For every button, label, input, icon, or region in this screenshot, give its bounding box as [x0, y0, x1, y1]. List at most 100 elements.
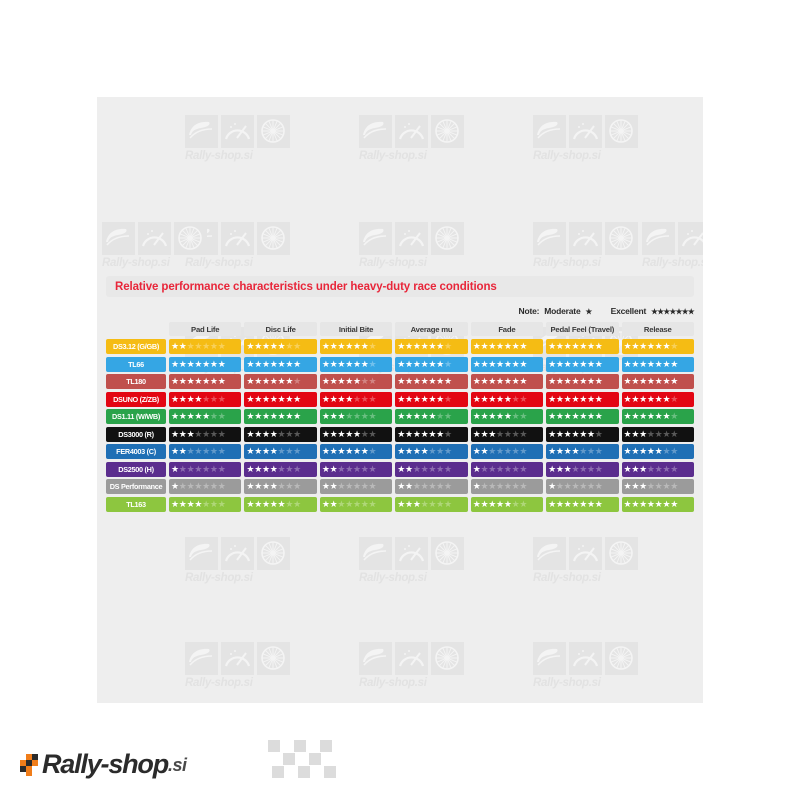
star-filled-icon: ★: [654, 358, 663, 369]
rating-cell: ★ ★ ★ ★ ★ ★ ★: [319, 339, 393, 354]
column-header-average-mu[interactable]: Average mu: [395, 322, 468, 336]
star-empty-icon: ★: [277, 463, 286, 474]
logo-pixel: [20, 765, 26, 772]
star-filled-icon: ★: [511, 358, 520, 369]
star-filled-icon: ★: [436, 376, 444, 386]
rating-cell: ★ ★ ★ ★ ★ ★ ★: [621, 409, 694, 424]
rating-cell: ★ ★ ★ ★ ★ ★ ★: [169, 391, 242, 407]
helmet-icon: [359, 115, 392, 148]
star-empty-icon: ★: [436, 463, 444, 474]
rating-cell: ★ ★ ★ ★ ★ ★ ★: [470, 444, 544, 459]
star-filled-icon: ★: [420, 428, 429, 439]
star-filled-icon: ★: [329, 446, 338, 456]
star-filled-icon: ★: [171, 481, 179, 491]
watermark-text: Rally-shop.si: [185, 257, 253, 269]
star-empty-icon: ★: [443, 446, 452, 456]
rating-cell: ★ ★ ★ ★ ★ ★ ★: [169, 479, 242, 494]
star-filled-icon: ★: [352, 358, 361, 369]
column-header-pedal-feel-travel[interactable]: Pedal Feel (Travel): [546, 322, 619, 336]
flag-square: [309, 753, 321, 765]
rating-cell: ★ ★ ★ ★ ★ ★ ★: [470, 374, 544, 389]
star-filled-icon: ★: [472, 341, 481, 351]
star-empty-icon: ★: [209, 481, 218, 491]
star-filled-icon: ★: [631, 358, 640, 369]
star-filled-icon: ★: [488, 498, 497, 509]
watermark-icons: [185, 222, 293, 255]
star-empty-icon: ★: [571, 481, 580, 491]
watermark-logo: Rally-shop.si: [533, 537, 641, 584]
column-header-fade[interactable]: Fade: [470, 322, 544, 336]
helmet-icon: [359, 537, 392, 570]
star-empty-icon: ★: [345, 463, 353, 474]
star-filled-icon: ★: [436, 428, 444, 439]
star-filled-icon: ★: [269, 481, 278, 491]
flag-square: [283, 753, 295, 765]
row-label-dsuno-z-zb[interactable]: DSUNO (Z/ZB): [106, 391, 166, 407]
star-filled-icon: ★: [277, 411, 286, 421]
star-filled-icon: ★: [623, 428, 632, 439]
star-filled-icon: ★: [555, 428, 564, 439]
star-filled-icon: ★: [472, 446, 481, 456]
column-header-pad-life[interactable]: Pad Life: [169, 322, 242, 336]
star-filled-icon: ★: [397, 411, 406, 421]
star-filled-icon: ★: [352, 428, 361, 439]
gauge-icon: [678, 222, 703, 255]
row-label-fer4003-c[interactable]: FER4003 (C): [106, 444, 166, 459]
helmet-icon: [359, 642, 392, 675]
gauge-icon: [569, 115, 602, 148]
star-filled-icon: ★: [654, 498, 663, 509]
star-filled-icon: ★: [352, 446, 361, 456]
star-empty-icon: ★: [360, 376, 369, 386]
star-filled-icon: ★: [579, 376, 588, 386]
star-filled-icon: ★: [571, 411, 580, 421]
star-filled-icon: ★: [186, 428, 195, 439]
wheel-icon: [174, 222, 207, 255]
star-filled-icon: ★: [269, 446, 278, 456]
star-empty-icon: ★: [519, 393, 528, 404]
rating-cell: ★ ★ ★ ★ ★ ★ ★: [319, 444, 393, 459]
rating-cell: ★ ★ ★ ★ ★ ★ ★: [395, 461, 468, 477]
star-empty-icon: ★: [579, 446, 588, 456]
star-filled-icon: ★: [321, 341, 330, 351]
star-empty-icon: ★: [217, 498, 226, 509]
watermark-text: Rally-shop.si: [359, 572, 427, 584]
row-label-tl180[interactable]: TL180: [106, 374, 166, 389]
star-empty-icon: ★: [337, 463, 346, 474]
row-label-tl163[interactable]: TL163: [106, 496, 166, 512]
star-empty-icon: ★: [670, 463, 678, 474]
watermark-icons: [359, 222, 467, 255]
star-empty-icon: ★: [503, 481, 512, 491]
logo-pixel: [26, 753, 32, 760]
wheel-icon: [257, 222, 290, 255]
star-filled-icon: ★: [178, 358, 187, 369]
watermark-logo: Rally-shop.si: [533, 642, 641, 689]
row-label-ds1-11-w-wb[interactable]: DS1.11 (W/WB): [106, 409, 166, 424]
star-filled-icon: ★: [519, 358, 528, 369]
star-empty-icon: ★: [670, 481, 678, 491]
site-logo[interactable]: Rally-shop .si: [20, 751, 187, 778]
row-label-ds3-12-g-gb[interactable]: DS3.12 (G/GB): [106, 339, 166, 354]
column-header-disc-life[interactable]: Disc Life: [244, 322, 317, 336]
star-filled-icon: ★: [405, 428, 413, 439]
row-label-ds3000-r[interactable]: DS3000 (R): [106, 426, 166, 442]
star-filled-icon: ★: [254, 376, 262, 386]
watermark-icons: [359, 642, 467, 675]
row-label-ds2500-h[interactable]: DS2500 (H): [106, 461, 166, 477]
rating-cell: ★ ★ ★ ★ ★ ★ ★: [470, 426, 544, 442]
row-label-ds-performance[interactable]: DS Performance: [106, 479, 166, 494]
star-filled-icon: ★: [436, 393, 444, 404]
watermark-logo: Rally-shop.si: [359, 115, 467, 162]
star-filled-icon: ★: [269, 498, 278, 509]
logo-wordmark: Rally-shop: [42, 749, 169, 779]
star-filled-icon: ★: [269, 341, 278, 351]
star-filled-icon: ★: [329, 358, 338, 369]
table-row: TL66 ★ ★ ★ ★ ★ ★ ★ ★ ★ ★ ★ ★ ★ ★ ★ ★ ★ ★ ★ ★ ★ ★ ★ ★ ★ ★ ★ ★ ★ ★ ★ ★ ★ ★ ★ ★…: [106, 356, 694, 372]
star-filled-icon: ★: [488, 376, 497, 386]
star-filled-icon: ★: [285, 376, 294, 386]
column-header-initial-bite[interactable]: Initial Bite: [319, 322, 393, 336]
star-filled-icon: ★: [587, 498, 595, 509]
column-header-release[interactable]: Release: [621, 322, 694, 336]
star-empty-icon: ★: [202, 341, 210, 351]
row-label-tl66[interactable]: TL66: [106, 356, 166, 372]
helmet-icon: [533, 642, 566, 675]
